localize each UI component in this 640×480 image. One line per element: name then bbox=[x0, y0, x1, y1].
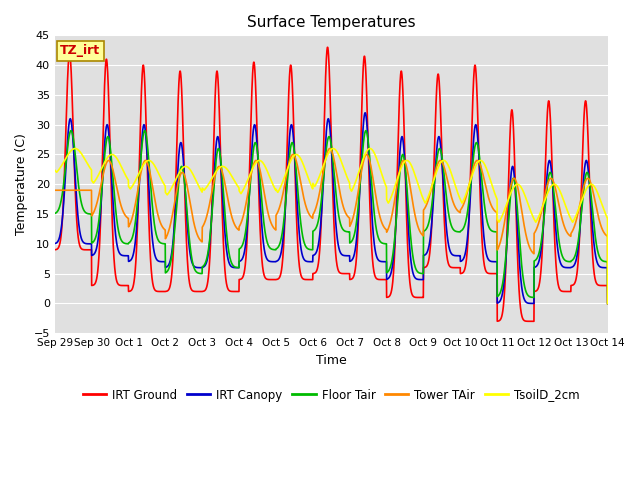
Line: TsoilD_2cm: TsoilD_2cm bbox=[55, 148, 608, 303]
IRT Ground bbox=[530, 318, 538, 324]
Tower TAir bbox=[147, 173, 154, 179]
IRT Canopy bbox=[263, 256, 271, 262]
IRT Ground bbox=[263, 276, 271, 282]
X-axis label: Time: Time bbox=[316, 354, 347, 367]
TsoilD_2cm bbox=[114, 157, 122, 163]
Tower TAir bbox=[534, 224, 541, 229]
Tower TAir bbox=[51, 187, 59, 193]
Legend: IRT Ground, IRT Canopy, Floor Tair, Tower TAir, TsoilD_2cm: IRT Ground, IRT Canopy, Floor Tair, Towe… bbox=[78, 384, 584, 406]
Floor Tair bbox=[534, 254, 541, 260]
IRT Ground bbox=[51, 247, 59, 252]
IRT Ground bbox=[324, 45, 332, 50]
IRT Canopy bbox=[361, 110, 369, 116]
IRT Ground bbox=[287, 62, 294, 68]
Tower TAir bbox=[263, 204, 271, 210]
TsoilD_2cm bbox=[534, 216, 541, 222]
IRT Canopy bbox=[604, 300, 612, 306]
Line: IRT Ground: IRT Ground bbox=[55, 48, 608, 321]
IRT Ground bbox=[593, 281, 601, 287]
Y-axis label: Temperature (C): Temperature (C) bbox=[15, 133, 28, 235]
TsoilD_2cm bbox=[51, 167, 59, 173]
IRT Canopy bbox=[147, 215, 154, 221]
Title: Surface Temperatures: Surface Temperatures bbox=[247, 15, 415, 30]
Floor Tair bbox=[51, 211, 59, 216]
IRT Ground bbox=[534, 287, 541, 292]
Tower TAir bbox=[604, 300, 612, 306]
Tower TAir bbox=[593, 208, 601, 214]
Text: TZ_irt: TZ_irt bbox=[60, 44, 100, 57]
Floor Tair bbox=[67, 128, 75, 133]
Floor Tair bbox=[593, 245, 601, 251]
TsoilD_2cm bbox=[593, 189, 601, 194]
Line: Tower TAir: Tower TAir bbox=[55, 148, 608, 303]
TsoilD_2cm bbox=[71, 145, 79, 151]
Tower TAir bbox=[326, 145, 333, 151]
Tower TAir bbox=[114, 190, 122, 196]
IRT Canopy bbox=[287, 123, 294, 129]
IRT Canopy bbox=[114, 246, 122, 252]
IRT Canopy bbox=[534, 262, 541, 268]
Floor Tair bbox=[604, 300, 612, 306]
Floor Tair bbox=[114, 226, 122, 231]
Line: Floor Tair: Floor Tair bbox=[55, 131, 608, 303]
IRT Canopy bbox=[593, 259, 601, 265]
Tower TAir bbox=[287, 154, 294, 160]
IRT Ground bbox=[114, 281, 122, 287]
IRT Canopy bbox=[51, 240, 59, 246]
Floor Tair bbox=[263, 239, 271, 244]
TsoilD_2cm bbox=[147, 158, 155, 164]
TsoilD_2cm bbox=[263, 168, 271, 173]
Line: IRT Canopy: IRT Canopy bbox=[55, 113, 608, 303]
IRT Ground bbox=[147, 259, 154, 264]
Floor Tair bbox=[287, 143, 295, 148]
IRT Ground bbox=[604, 300, 612, 306]
TsoilD_2cm bbox=[604, 300, 612, 306]
TsoilD_2cm bbox=[287, 157, 295, 163]
Floor Tair bbox=[147, 185, 155, 191]
